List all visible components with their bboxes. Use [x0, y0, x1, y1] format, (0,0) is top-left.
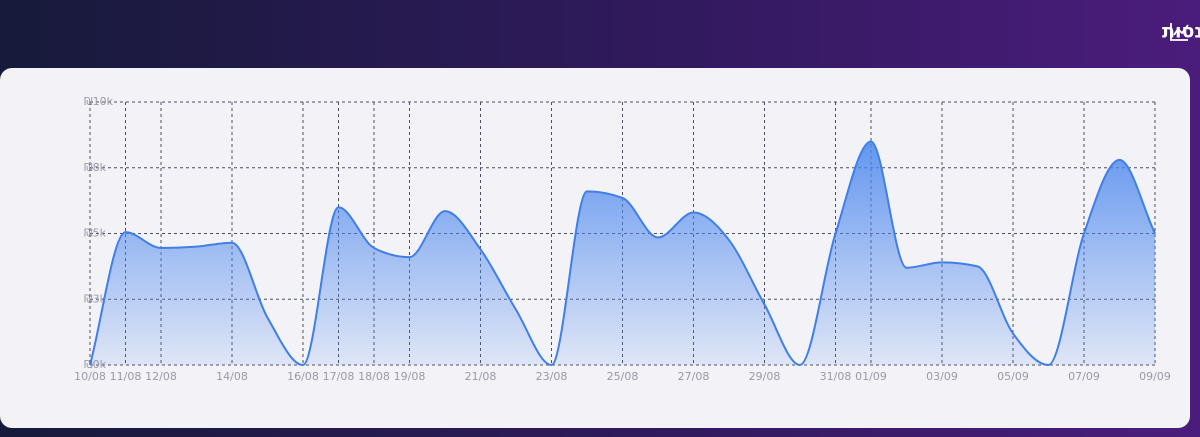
- x-tick-label: 16/08: [287, 370, 319, 383]
- y-tick-label: ₪8k: [84, 161, 107, 174]
- area: [90, 141, 1155, 365]
- x-tick-label: 14/08: [216, 370, 248, 383]
- chart-icon: [1170, 23, 1189, 41]
- x-tick-label: 05/09: [997, 370, 1029, 383]
- x-tick-label: 03/09: [926, 370, 958, 383]
- x-tick-label: 01/09: [855, 370, 887, 383]
- x-tick-label: 11/08: [110, 370, 142, 383]
- x-tick-label: 17/08: [323, 370, 355, 383]
- x-tick-label: 29/08: [749, 370, 781, 383]
- x-tick-label: 07/09: [1068, 370, 1100, 383]
- y-tick-label: ₪5k: [84, 227, 107, 240]
- x-tick-label: 10/08: [74, 370, 106, 383]
- x-tick-label: 23/08: [536, 370, 568, 383]
- x-tick-label: 12/08: [145, 370, 177, 383]
- x-tick-label: 19/08: [394, 370, 426, 383]
- x-tick-label: 25/08: [607, 370, 639, 383]
- line: [89, 140, 1156, 367]
- x-tick-label: 27/08: [678, 370, 710, 383]
- x-tick-label: 21/08: [465, 370, 497, 383]
- plot: ₪0k₪3k₪5k₪8k₪10k10/0811/0812/0814/0816/0…: [74, 95, 1171, 383]
- x-tick-label: 18/08: [358, 370, 390, 383]
- x-tick-label: 09/09: [1139, 370, 1171, 383]
- x-tick-label: 31/08: [820, 370, 852, 383]
- y-tick-label: ₪10k: [84, 95, 114, 108]
